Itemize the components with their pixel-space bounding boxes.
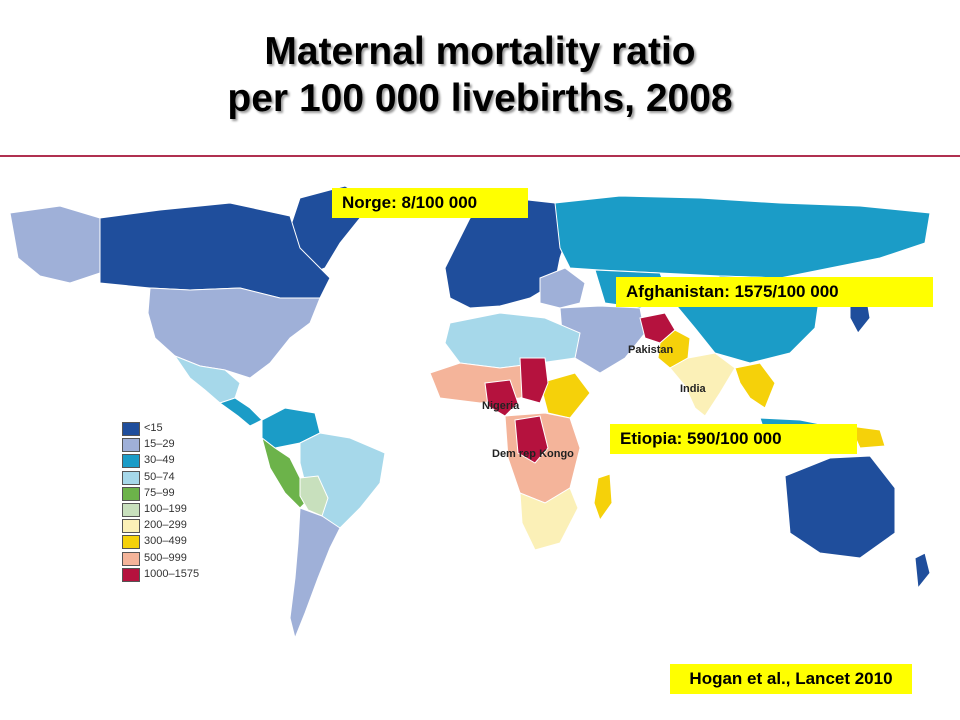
world-map — [9, 185, 931, 640]
region-southern-africa — [519, 487, 579, 551]
label-pakistan: Pakistan — [628, 344, 674, 356]
callout-norway: Norge: 8/100 000 — [332, 188, 528, 218]
page-title: Maternal mortality ratio per 100 000 liv… — [0, 28, 960, 122]
legend-swatch — [122, 502, 140, 517]
region-russia — [554, 195, 931, 279]
legend-swatch — [122, 567, 140, 582]
region-ethiopia — [539, 372, 591, 419]
citation: Hogan et al., Lancet 2010 — [670, 664, 912, 694]
legend-swatch — [122, 470, 140, 485]
region-central-america — [218, 397, 263, 427]
region-north-africa — [444, 312, 581, 369]
region-usa — [147, 287, 321, 379]
legend-swatch — [122, 422, 140, 436]
region-india — [669, 352, 736, 417]
legend-swatch — [122, 519, 140, 534]
legend-label: 200–299 — [144, 519, 187, 532]
region-nigeria — [484, 379, 519, 417]
legend-swatch — [122, 551, 140, 566]
legend-label: 500–999 — [144, 551, 187, 564]
region-drc — [514, 415, 549, 464]
legend-label: 1000–1575 — [144, 567, 200, 580]
region-eastern-europe — [539, 267, 586, 309]
label-india: India — [680, 383, 706, 395]
region-alaska — [9, 205, 101, 284]
legend-label: 75–99 — [144, 486, 175, 499]
callout-afghanistan: Afghanistan: 1575/100 000 — [616, 277, 933, 307]
region-southeast-asia — [734, 362, 776, 409]
region-madagascar — [593, 473, 613, 522]
callout-ethiopia: Etiopia: 590/100 000 — [610, 424, 857, 454]
region-sudan — [519, 357, 549, 404]
legend-label: 300–499 — [144, 535, 187, 548]
title-line-2: per 100 000 livebirths, 2008 — [227, 77, 733, 120]
legend-label: 50–74 — [144, 470, 175, 483]
legend-label: <15 — [144, 422, 163, 434]
legend-label: 15–29 — [144, 438, 175, 451]
region-southern-cone — [289, 507, 341, 640]
legend-swatch — [122, 486, 140, 501]
legend-swatch — [122, 454, 140, 469]
legend-label: 100–199 — [144, 502, 187, 515]
legend-swatch — [122, 535, 140, 550]
legend-swatch — [122, 438, 140, 453]
title-divider — [0, 155, 960, 157]
region-new-zealand — [914, 552, 931, 590]
label-nigeria: Nigeria — [482, 400, 520, 412]
title-line-1: Maternal mortality ratio — [264, 30, 696, 73]
label-dem-rep-kongo: Dem rep Kongo — [492, 448, 574, 460]
region-australia — [784, 455, 896, 559]
legend-label: 30–49 — [144, 454, 175, 467]
